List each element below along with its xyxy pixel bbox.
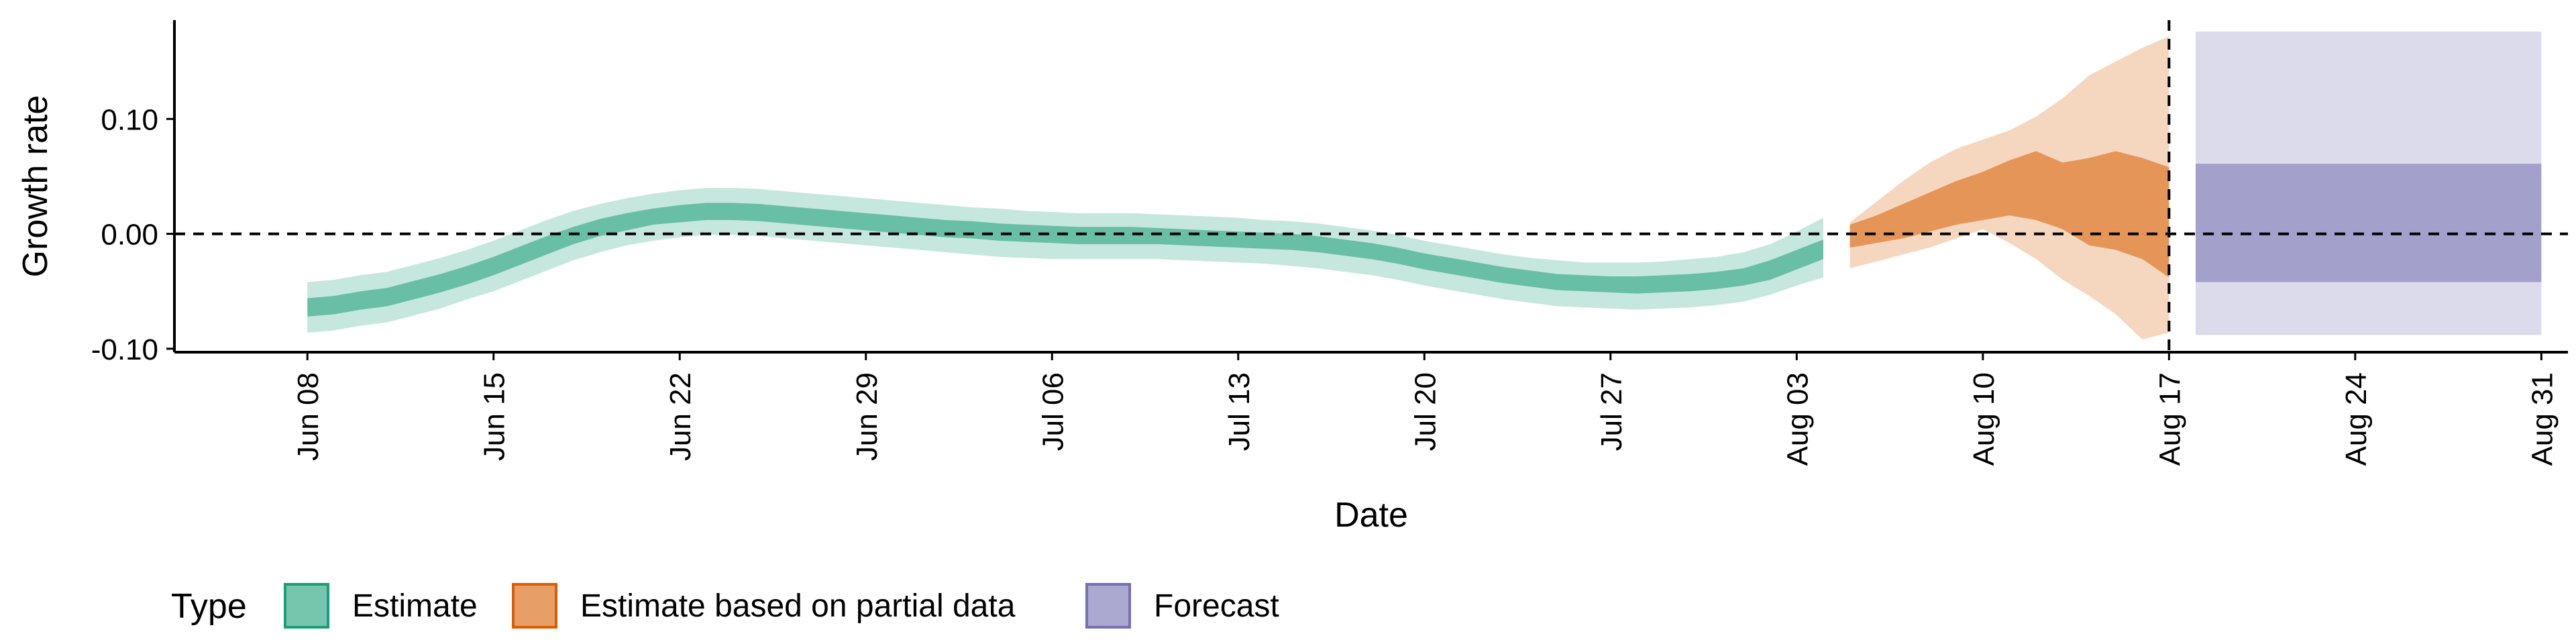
x-tick-label: Aug 31	[2526, 372, 2559, 466]
x-tick-label: Aug 10	[1968, 372, 2000, 466]
legend: Type Estimate Estimate based on partial da…	[171, 583, 1279, 629]
legend-label-forecast: Forecast	[1154, 588, 1279, 624]
x-axis-title: Date	[1334, 496, 1408, 535]
reference-lines	[174, 20, 2568, 352]
legend-key-estimate-based-on-partial-data	[512, 583, 557, 629]
tick-labels: 0.10 0.00 -0.10 Jun 08 Jun 15 Jun 22 Jun 29 Jul…	[91, 103, 2559, 466]
x-tick-label: Jun 22	[664, 372, 697, 461]
legend-title: Type	[171, 587, 247, 626]
x-tick-label: Jul 27	[1595, 372, 1628, 451]
legend-key-estimate	[284, 583, 329, 629]
x-tick-label: Jul 13	[1223, 372, 1256, 451]
x-tick-label: Aug 03	[1781, 372, 1814, 466]
y-tick-label: -0.10	[91, 333, 158, 366]
x-tick-label: Aug 24	[2340, 372, 2373, 466]
x-tick-label: Jul 06	[1036, 372, 1069, 451]
x-tick-label: Jun 15	[478, 372, 511, 461]
x-tick-label: Jul 20	[1409, 372, 1442, 451]
legend-key-forecast	[1085, 583, 1131, 629]
legend-label-estimate: Estimate	[352, 588, 478, 624]
x-tick-label: Jun 08	[292, 372, 325, 461]
y-tick-label: 0.00	[101, 219, 158, 252]
estimate-band-90	[307, 188, 1823, 333]
y-tick-label: 0.10	[101, 103, 158, 136]
forecast-band-50	[2195, 164, 2542, 282]
x-tick-label: Aug 17	[2153, 372, 2186, 466]
estimate-based-on-partial-data-band-50	[1849, 151, 2169, 278]
chart-bands	[307, 32, 2542, 340]
legend-label-estimate-based-on-partial-data: Estimate based on partial data	[580, 588, 1016, 624]
x-tick-label: Jun 29	[851, 372, 883, 461]
y-axis-title: Growth rate	[16, 95, 55, 278]
